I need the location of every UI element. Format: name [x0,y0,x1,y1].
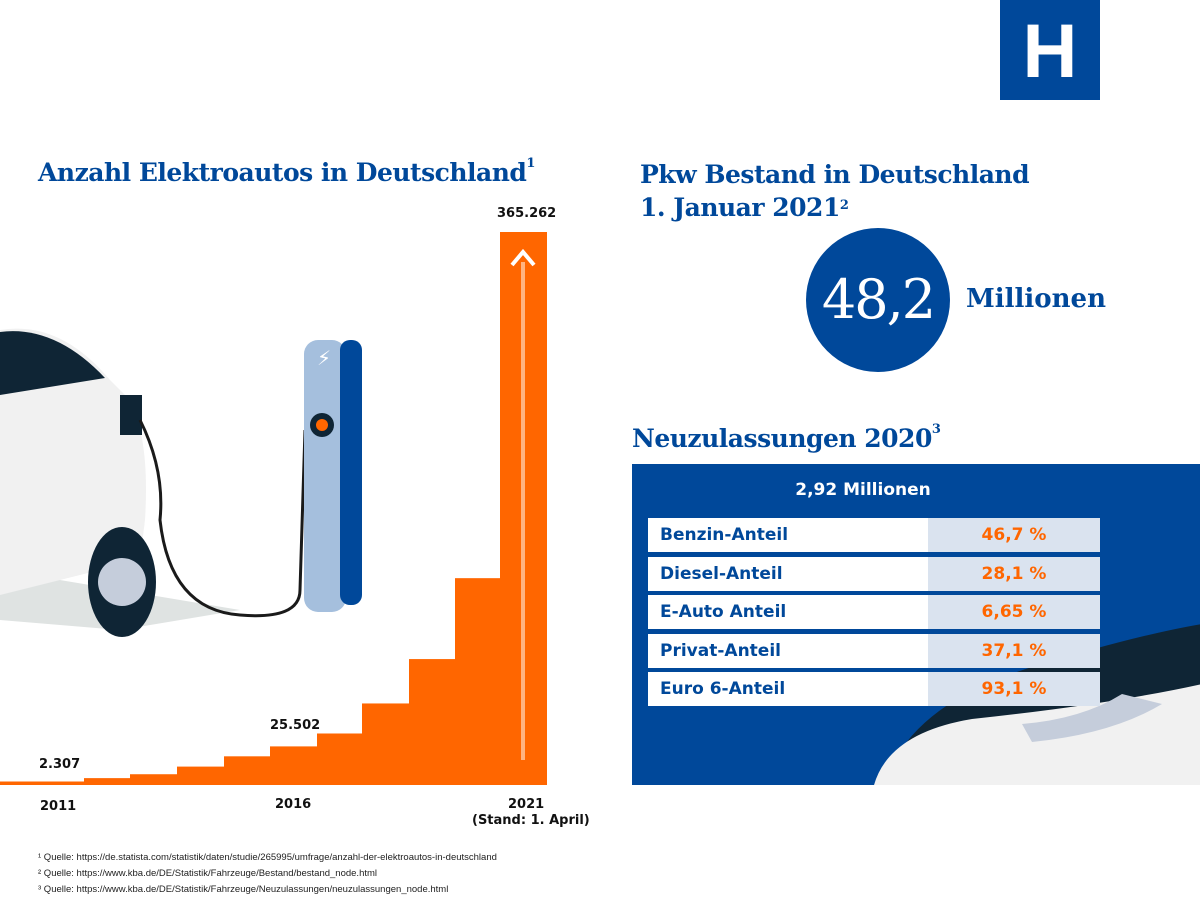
chart-title: Anzahl Elektroautos in Deutschland1 [38,156,535,187]
charger-side [340,340,362,605]
wheel-rim [98,558,146,606]
share-value: 46,7 % [928,518,1100,552]
charging-port [120,395,142,435]
arrow-head-icon [510,248,536,267]
charging-cable [138,419,307,618]
car-charging-illustration: ⚡ [0,328,362,637]
bar-2017 [317,733,362,785]
stock-title-line2: 1. Januar 20212 [640,191,1029,224]
share-row: Diesel-Anteil 28,1 % [648,557,1100,591]
footnote-ref: 2 [839,198,849,213]
bar-2015 [224,756,270,785]
bar-2011 [0,781,84,785]
bar-2020 [455,578,500,785]
tick-note: (Stand: 1. April) [472,813,590,828]
share-value: 6,65 % [928,595,1100,629]
bar-2018 [362,703,409,785]
tick-label-2016: 2016 [275,797,312,812]
share-label: E-Auto Anteil [660,602,787,622]
tick-label-2021: 2021 [508,797,545,812]
share-label: Diesel-Anteil [660,564,783,584]
share-row: E-Auto Anteil 6,65 % [648,595,1100,629]
footnote-ref: 3 [931,422,941,437]
new-title-text: Neuzulassungen 2020 [632,424,932,453]
value-label-2011: 2.307 [39,757,81,772]
bar-2014 [177,766,224,785]
value-label-2016: 25.502 [270,718,321,733]
charger-front [304,340,346,612]
bar-2013 [130,774,177,785]
footnote-3: ³ Quelle: https://www.kba.de/DE/Statisti… [38,884,449,895]
share-row: Euro 6-Anteil 93,1 % [648,672,1100,706]
logo: H [1000,0,1100,100]
share-value: 93,1 % [928,672,1100,706]
share-row: Privat-Anteil 37,1 % [648,634,1100,668]
share-label: Euro 6-Anteil [660,679,786,699]
car-window [0,331,105,395]
stock-title: Pkw Bestand in Deutschland 1. Januar 202… [640,158,1030,224]
socket-ring [316,419,328,431]
share-label: Benzin-Anteil [660,525,789,545]
value-label-2021: 365.262 [497,206,557,221]
chart-title-text: Anzahl Elektroautos in Deutschland [38,158,527,187]
share-value: 28,1 % [928,557,1100,591]
ev-bar-chart [0,232,547,785]
bar-2019 [409,659,455,785]
car-body [0,328,146,595]
tick-label-2011: 2011 [40,799,77,814]
stock-title-line1: Pkw Bestand in Deutschland [640,160,1030,189]
logo-letter: H [1022,9,1078,94]
stock-value-circle: 48,2 [806,228,950,372]
new-total: 2,92 Millionen [795,480,931,500]
bar-2012 [84,778,130,785]
bar-2016 [270,746,317,785]
share-value: 37,1 % [928,634,1100,668]
share-label: Privat-Anteil [660,641,781,661]
footnote-2: ² Quelle: https://www.kba.de/DE/Statisti… [38,868,378,879]
lightning-icon: ⚡ [317,346,331,370]
new-registrations-panel: 2,92 Millionen Benzin-Anteil 46,7 % Diese… [632,464,1200,785]
stock-unit: Millionen [966,284,1106,314]
car-headlight [1022,694,1162,742]
footnote-ref: 1 [526,156,535,171]
footnote-1: ¹ Quelle: https://de.statista.com/statis… [38,852,497,863]
share-row: Benzin-Anteil 46,7 % [648,518,1100,552]
new-registrations-title: Neuzulassungen 20203 [632,422,941,453]
stock-date: 1. Januar 2021 [640,193,840,222]
